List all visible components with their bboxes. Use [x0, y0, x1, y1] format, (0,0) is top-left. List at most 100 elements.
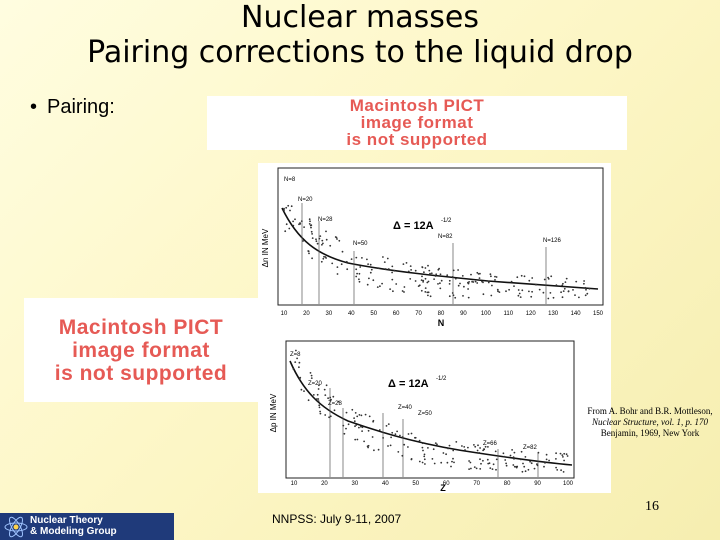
neutron-annotations: N=8 N=20 N=28 N=50 N=82 N=126	[284, 177, 562, 247]
neutron-data-point	[427, 280, 430, 283]
proton-data-point	[401, 436, 404, 438]
neutron-panel-frame	[277, 167, 604, 306]
proton-data-point	[354, 438, 357, 441]
neutron-data-point	[336, 266, 339, 268]
neutron-data-point	[426, 281, 429, 284]
proton-data-point	[356, 438, 359, 441]
pairing-gap-figure: Δn IN MeV Δ = 12A -1/2 N=8 N=20 N=28 N=50 N=…	[258, 163, 611, 493]
neutron-data-point	[325, 230, 327, 233]
proton-data-point	[479, 447, 481, 449]
proton-annotations: Z=8 Z=20 Z=28 Z=40 Z=50 Z=66 Z=82	[290, 352, 538, 451]
proton-data-point	[482, 459, 484, 462]
neutron-tick-label: 120	[526, 311, 537, 317]
proton-data-point	[563, 452, 566, 455]
neutron-data-point	[552, 296, 555, 299]
neutron-data-point	[340, 263, 343, 266]
neutron-data-point	[494, 275, 496, 278]
proton-data-point	[363, 440, 365, 443]
neutron-annotation: N=28	[318, 217, 333, 223]
neutron-data-point	[366, 283, 369, 286]
proton-data-point	[489, 467, 492, 469]
proton-data-point	[436, 443, 438, 446]
credit-line-2: Nuclear Structure, vol. 1, p. 170	[592, 417, 708, 427]
neutron-data-point	[574, 294, 576, 296]
neutron-data-point	[391, 278, 394, 281]
neutron-data-point	[508, 288, 510, 291]
neutron-data-point	[366, 258, 368, 261]
proton-data-point	[330, 398, 332, 401]
placeholder-line-1: Macintosh PICT	[58, 316, 224, 339]
neutron-data-point	[292, 224, 295, 227]
neutron-data-point	[489, 273, 492, 276]
neutron-data-point	[403, 286, 406, 288]
proton-tick-label: 10	[291, 481, 298, 487]
proton-data-point	[378, 429, 381, 431]
proton-data-point	[548, 459, 550, 462]
proton-data-point	[368, 415, 371, 418]
proton-data-point	[358, 426, 360, 429]
proton-data-point	[463, 446, 466, 448]
neutron-data-point	[422, 281, 424, 283]
proton-data-point	[473, 466, 476, 468]
neutron-data-point	[287, 204, 290, 207]
proton-tick-label: 100	[563, 481, 574, 487]
proton-fit-curve	[289, 360, 573, 466]
neutron-data-point	[457, 269, 459, 271]
neutron-data-point	[476, 271, 479, 274]
neutron-data-point	[542, 291, 545, 294]
neutron-tick-label: 80	[438, 311, 445, 317]
proton-data-point	[351, 408, 354, 411]
proton-data-point	[455, 441, 458, 443]
proton-tick-label: 60	[443, 481, 450, 487]
proton-data-point	[318, 406, 321, 409]
neutron-tick-label: 10	[281, 311, 288, 317]
neutron-data-point	[451, 276, 454, 278]
neutron-data-point	[367, 263, 369, 265]
proton-data-point	[310, 374, 313, 377]
proton-data-point	[512, 464, 515, 466]
neutron-data-point	[459, 282, 461, 285]
neutron-data-point	[496, 288, 499, 291]
proton-data-point	[327, 397, 329, 400]
neutron-data-point	[355, 268, 358, 271]
neutron-data-point	[369, 271, 372, 274]
neutron-data-point	[452, 294, 455, 297]
proton-data-point	[524, 470, 527, 473]
neutron-data-point	[528, 279, 531, 282]
neutron-data-point	[448, 279, 451, 282]
neutron-data-point	[410, 269, 412, 271]
proton-data-point	[562, 456, 564, 458]
neutron-data-point	[482, 281, 484, 284]
neutron-data-point	[578, 296, 580, 299]
neutron-data-point	[302, 240, 304, 242]
proton-data-point	[421, 446, 424, 449]
footer-text: NNPSS: July 9-11, 2007	[272, 512, 402, 526]
neutron-tick-label: 90	[460, 311, 467, 317]
neutron-data-point	[562, 290, 565, 292]
neutron-data-point	[454, 296, 457, 299]
proton-data-point	[468, 468, 470, 470]
neutron-data-point	[414, 280, 417, 282]
neutron-annotation: N=82	[438, 234, 453, 240]
proton-data-point	[317, 398, 320, 400]
neutron-data-point	[474, 280, 477, 283]
proton-data-point	[442, 452, 445, 454]
neutron-data-point	[517, 289, 520, 291]
neutron-data-point	[323, 255, 325, 258]
neutron-data-point	[523, 275, 526, 278]
proton-data-point	[396, 430, 398, 433]
proton-data-point	[410, 432, 413, 435]
proton-data-point	[307, 399, 310, 402]
pairing-gap-svg: Δn IN MeV Δ = 12A -1/2 N=8N=20N=28N=50N=…	[261, 167, 604, 493]
neutron-data-point	[307, 250, 310, 252]
proton-data-point	[503, 455, 506, 458]
neutron-data-point	[521, 289, 524, 292]
neutron-data-point	[409, 265, 412, 267]
neutron-formula-exponent: -1/2	[441, 218, 452, 224]
proton-data-point	[537, 451, 540, 454]
proton-data-point	[319, 410, 321, 413]
proton-data-point	[317, 400, 320, 402]
proton-data-point	[487, 446, 489, 448]
placeholder-line-2: image format	[72, 339, 210, 362]
neutron-data-point	[310, 230, 313, 233]
